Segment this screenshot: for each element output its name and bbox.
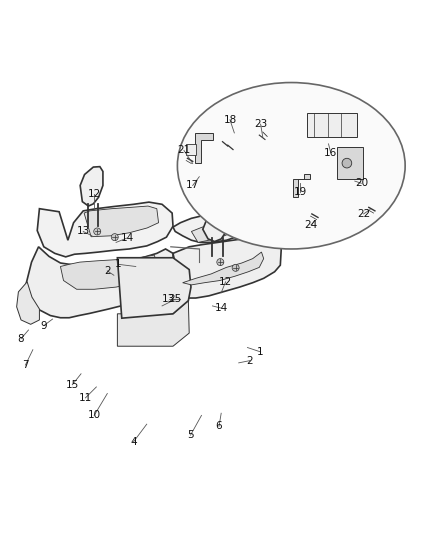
Polygon shape xyxy=(173,198,272,243)
Text: 11: 11 xyxy=(79,393,92,403)
Text: 17: 17 xyxy=(186,181,199,190)
Text: 8: 8 xyxy=(18,334,25,344)
Text: 15: 15 xyxy=(66,379,79,390)
Text: 18: 18 xyxy=(223,115,237,125)
Polygon shape xyxy=(26,247,173,318)
Circle shape xyxy=(232,264,239,271)
Polygon shape xyxy=(84,206,159,237)
Polygon shape xyxy=(17,282,39,324)
Polygon shape xyxy=(37,202,173,257)
Text: 20: 20 xyxy=(355,178,368,188)
Text: 13: 13 xyxy=(162,294,175,304)
Text: 1: 1 xyxy=(257,347,264,357)
Polygon shape xyxy=(195,133,213,163)
Polygon shape xyxy=(183,252,264,285)
Text: 9: 9 xyxy=(40,321,47,330)
Text: 25: 25 xyxy=(169,294,182,304)
Text: 14: 14 xyxy=(215,303,228,313)
Text: 19: 19 xyxy=(293,187,307,197)
Text: 2: 2 xyxy=(104,266,111,276)
Circle shape xyxy=(111,233,118,241)
Text: 12: 12 xyxy=(88,189,101,199)
Text: 24: 24 xyxy=(304,220,318,230)
Polygon shape xyxy=(80,167,103,206)
Text: 4: 4 xyxy=(130,437,137,447)
Polygon shape xyxy=(117,301,189,346)
Text: 2: 2 xyxy=(246,356,253,366)
Ellipse shape xyxy=(177,83,405,249)
Text: 6: 6 xyxy=(215,422,223,431)
Bar xyxy=(337,147,363,179)
Text: 21: 21 xyxy=(177,146,191,156)
Text: 7: 7 xyxy=(22,360,29,370)
Polygon shape xyxy=(173,231,281,298)
Circle shape xyxy=(94,228,101,235)
Circle shape xyxy=(342,158,352,168)
Text: 14: 14 xyxy=(120,233,134,243)
Polygon shape xyxy=(203,206,232,241)
Polygon shape xyxy=(293,174,310,197)
Polygon shape xyxy=(191,211,255,243)
Text: 13: 13 xyxy=(77,227,90,237)
Text: 12: 12 xyxy=(219,277,232,287)
Text: 16: 16 xyxy=(324,148,337,158)
Text: 23: 23 xyxy=(254,119,267,129)
Text: 22: 22 xyxy=(357,209,370,219)
Polygon shape xyxy=(60,255,159,289)
Polygon shape xyxy=(117,258,191,318)
Text: 10: 10 xyxy=(88,410,101,421)
Circle shape xyxy=(217,259,224,265)
Text: 1: 1 xyxy=(115,260,122,269)
Bar xyxy=(307,113,357,138)
Text: 5: 5 xyxy=(187,430,194,440)
Bar xyxy=(186,144,196,156)
